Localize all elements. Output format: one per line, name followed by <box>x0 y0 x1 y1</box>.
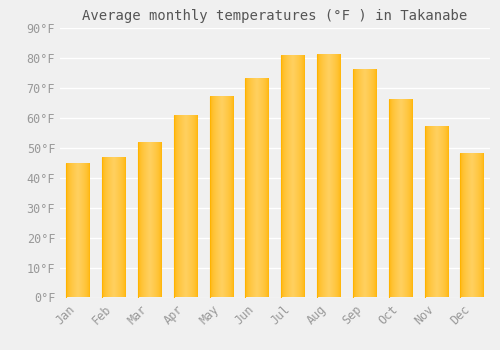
Title: Average monthly temperatures (°F ) in Takanabe: Average monthly temperatures (°F ) in Ta… <box>82 9 468 23</box>
